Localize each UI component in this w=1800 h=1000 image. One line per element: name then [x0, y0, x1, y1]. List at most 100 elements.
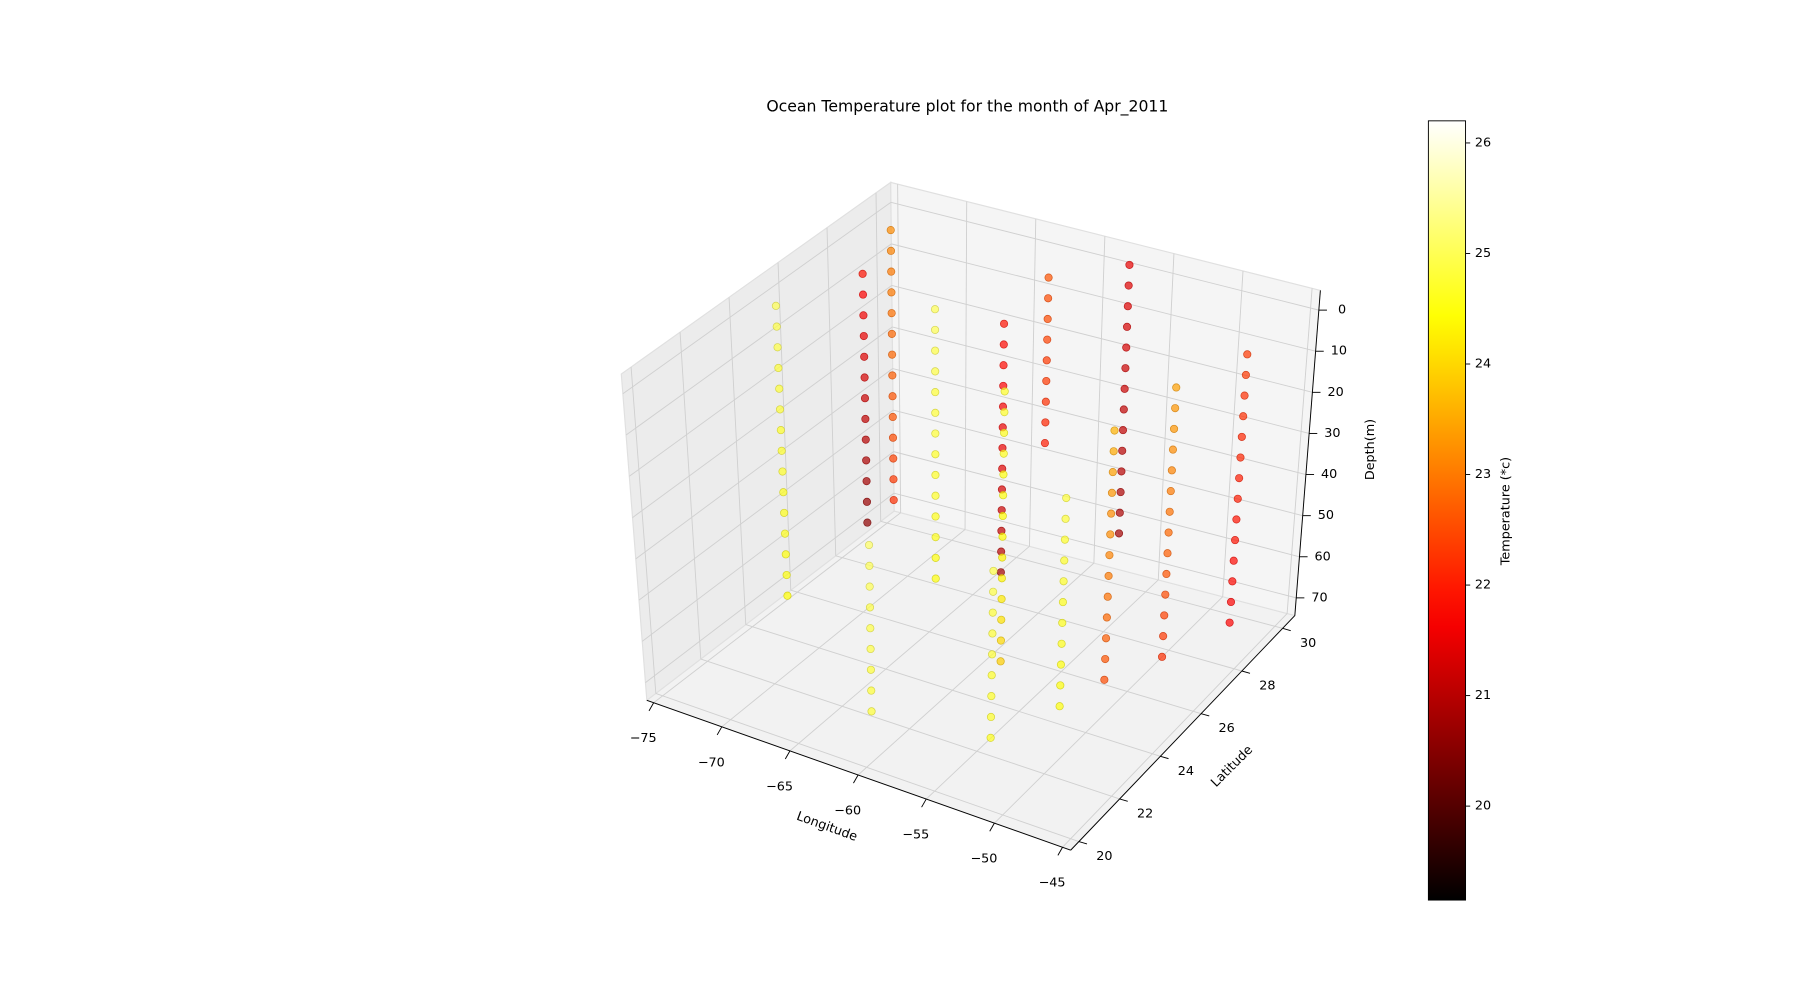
- data-point: [781, 550, 790, 559]
- data-point: [1228, 577, 1237, 586]
- data-point: [887, 309, 896, 318]
- data-point: [1058, 618, 1067, 627]
- colorbar: 20 21 22 23 24 25 26: [1427, 120, 1491, 901]
- grid-line: [789, 545, 1030, 752]
- x-tick: [1057, 847, 1063, 856]
- x-tick: [648, 702, 655, 712]
- colorbar-tick-label: 23: [1475, 467, 1491, 482]
- data-point: [888, 371, 897, 380]
- data-point: [775, 384, 784, 393]
- data-point: [1100, 675, 1109, 684]
- data-point: [987, 671, 996, 680]
- data-point: [1062, 493, 1071, 503]
- data-point: [1056, 660, 1066, 669]
- data-point: [1157, 652, 1167, 661]
- data-point: [931, 491, 940, 500]
- axes-panes: [620, 181, 1322, 851]
- x-tick: [989, 822, 995, 832]
- data-point: [887, 329, 896, 338]
- x-tick: [784, 750, 791, 760]
- data-point: [931, 512, 940, 521]
- data-point: [779, 488, 788, 497]
- data-point: [987, 692, 996, 701]
- colorbar-tick-label: 25: [1475, 246, 1491, 261]
- data-point: [862, 456, 871, 465]
- grid-line: [622, 201, 892, 395]
- data-point: [1125, 260, 1134, 269]
- data-point: [931, 408, 940, 417]
- data-point: [996, 657, 1005, 666]
- data-point: [1159, 632, 1168, 641]
- data-point: [931, 367, 940, 376]
- data-point: [931, 429, 940, 438]
- grid-line: [925, 579, 1159, 800]
- data-point: [1243, 350, 1252, 359]
- colorbar-tick-label: 22: [1475, 578, 1491, 593]
- z-tick-label: 60: [1315, 549, 1331, 564]
- data-point: [888, 412, 897, 422]
- data-point: [1168, 445, 1178, 454]
- data-point: [1042, 356, 1051, 365]
- data-point: [997, 594, 1006, 604]
- data-point: [774, 363, 783, 373]
- data-point: [931, 553, 940, 562]
- data-point: [930, 305, 940, 314]
- data-point: [1237, 432, 1246, 441]
- data-point: [998, 511, 1007, 521]
- grid-line: [897, 184, 902, 513]
- data-point: [988, 629, 997, 638]
- grid-line: [875, 192, 882, 522]
- data-point: [1163, 549, 1172, 558]
- data-point: [887, 267, 896, 276]
- y-tick: [1119, 798, 1128, 802]
- colorbar-tick-label: 26: [1475, 135, 1491, 150]
- data-point: [864, 540, 874, 550]
- data-point: [1161, 590, 1170, 599]
- data-point: [1230, 536, 1240, 545]
- data-point: [858, 290, 868, 299]
- y-tick-label: 22: [1137, 807, 1153, 822]
- data-point: [1040, 439, 1049, 448]
- data-point: [999, 361, 1008, 370]
- colorbar-tick-label: 20: [1475, 799, 1491, 814]
- x-tick: [716, 726, 723, 736]
- x-tick-label: −70: [698, 755, 725, 770]
- grid-line: [1222, 270, 1244, 597]
- data-point: [1060, 535, 1069, 544]
- x-tick-label: −50: [970, 852, 997, 867]
- grid-line: [632, 326, 893, 518]
- z-tick-label: 70: [1311, 590, 1327, 605]
- data-point: [1114, 529, 1124, 538]
- data-point: [998, 532, 1007, 541]
- data-point: [862, 497, 872, 506]
- data-point: [771, 301, 780, 310]
- data-point: [889, 454, 898, 463]
- data-point: [1171, 404, 1180, 413]
- data-point: [997, 615, 1006, 624]
- y-tick: [1078, 841, 1088, 845]
- colorbar-tick-label: 24: [1475, 357, 1491, 372]
- data-point: [865, 561, 874, 570]
- grid-line: [635, 368, 893, 560]
- data-point: [1107, 509, 1116, 518]
- data-point: [997, 574, 1006, 583]
- data-point: [863, 518, 872, 527]
- data-point: [1057, 639, 1066, 648]
- grid-line: [777, 262, 792, 591]
- x-tick-label: −60: [834, 803, 861, 818]
- data-point: [776, 426, 785, 435]
- data-point: [866, 665, 875, 674]
- z-axis-line: [1294, 290, 1321, 616]
- data-point: [998, 553, 1007, 562]
- data-point: [1122, 343, 1131, 352]
- data-point: [775, 405, 785, 414]
- grid-line: [641, 451, 894, 642]
- data-point: [1166, 487, 1175, 496]
- data-point: [1236, 453, 1245, 462]
- y-tick-label: 28: [1259, 679, 1275, 694]
- data-point: [1117, 467, 1126, 476]
- x-tick-label: −55: [902, 828, 929, 843]
- data-point: [1101, 654, 1110, 664]
- data-point: [1044, 273, 1053, 282]
